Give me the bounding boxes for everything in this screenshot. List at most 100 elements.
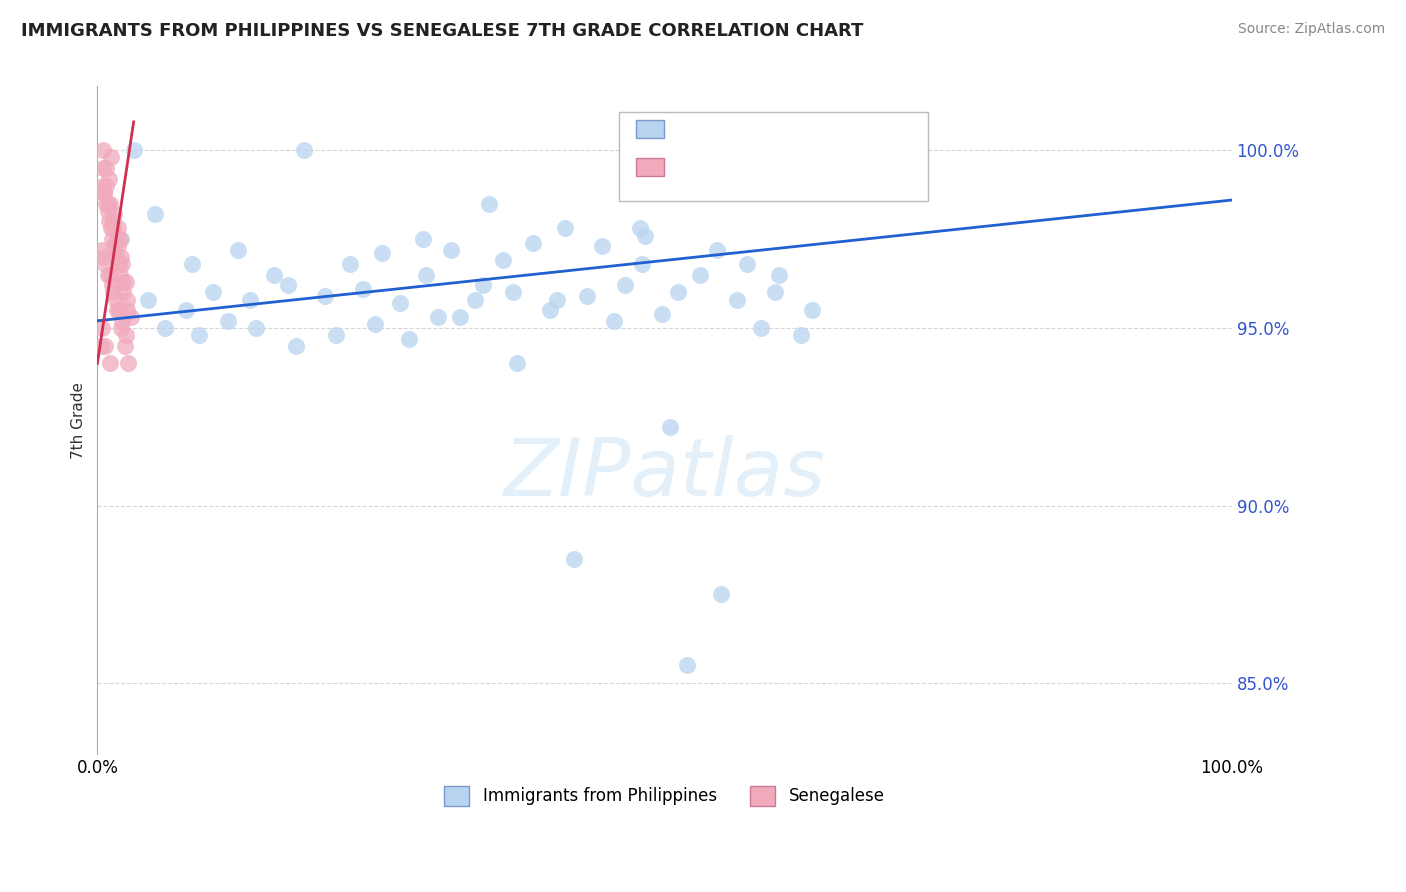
Point xyxy=(96,178,118,193)
Point xyxy=(107,239,129,253)
Point xyxy=(115,303,138,318)
Point xyxy=(111,314,134,328)
Point xyxy=(103,207,125,221)
Point xyxy=(97,203,120,218)
Point xyxy=(138,293,160,307)
Point xyxy=(103,285,125,300)
Point xyxy=(93,250,115,264)
Point xyxy=(97,196,120,211)
Point xyxy=(502,285,524,300)
Point xyxy=(725,293,748,307)
Point xyxy=(202,285,225,300)
Point xyxy=(277,278,299,293)
Point xyxy=(666,285,689,300)
Point xyxy=(602,314,624,328)
Point xyxy=(98,268,121,282)
Point xyxy=(91,144,114,158)
Point xyxy=(180,257,202,271)
Point xyxy=(631,257,654,271)
Point xyxy=(105,232,128,246)
Point xyxy=(659,420,682,434)
Point xyxy=(114,275,136,289)
Point xyxy=(103,239,125,253)
Point xyxy=(440,243,463,257)
Point xyxy=(478,196,501,211)
Point xyxy=(522,235,544,250)
Point xyxy=(284,339,307,353)
Point xyxy=(339,257,361,271)
Point xyxy=(90,321,112,335)
Point xyxy=(108,257,131,271)
Point xyxy=(314,289,336,303)
Point xyxy=(100,150,122,164)
Point xyxy=(506,356,529,370)
Point xyxy=(749,321,772,335)
Point xyxy=(112,285,135,300)
Point xyxy=(143,207,166,221)
Point xyxy=(389,296,412,310)
Point xyxy=(352,282,374,296)
Point xyxy=(120,310,142,325)
Point xyxy=(651,307,673,321)
Point xyxy=(94,257,117,271)
Point xyxy=(546,293,568,307)
Point xyxy=(114,339,136,353)
Point xyxy=(96,161,118,175)
Point xyxy=(364,318,387,332)
Point xyxy=(737,257,759,271)
Point xyxy=(105,303,128,318)
Legend: Immigrants from Philippines, Senegalese: Immigrants from Philippines, Senegalese xyxy=(437,779,891,813)
Text: Source: ZipAtlas.com: Source: ZipAtlas.com xyxy=(1237,22,1385,37)
Point xyxy=(110,250,132,264)
Point xyxy=(117,356,139,370)
Point xyxy=(98,196,121,211)
Point xyxy=(292,144,315,158)
Point xyxy=(111,257,134,271)
Point xyxy=(217,314,239,328)
Point xyxy=(325,328,347,343)
Point xyxy=(103,214,125,228)
Point xyxy=(398,332,420,346)
Point xyxy=(426,310,449,325)
Text: R =  0.218   N = 63: R = 0.218 N = 63 xyxy=(675,129,866,147)
Point xyxy=(613,278,636,293)
Point xyxy=(90,243,112,257)
Point xyxy=(538,303,561,318)
Point xyxy=(110,321,132,335)
Point xyxy=(94,339,117,353)
Point xyxy=(114,328,136,343)
Point xyxy=(188,328,211,343)
Point xyxy=(110,232,132,246)
Point xyxy=(371,246,394,260)
Point xyxy=(101,232,124,246)
Text: ZIPatlas: ZIPatlas xyxy=(503,434,825,513)
Point xyxy=(710,587,733,601)
Point xyxy=(91,161,114,175)
Point xyxy=(104,250,127,264)
Point xyxy=(239,293,262,307)
Point xyxy=(108,232,131,246)
Text: R =  0.523   N = 54: R = 0.523 N = 54 xyxy=(675,167,866,185)
Point xyxy=(492,253,515,268)
Point xyxy=(101,278,124,293)
Point xyxy=(155,321,177,335)
Point xyxy=(97,214,120,228)
Point xyxy=(576,289,599,303)
Point xyxy=(96,196,118,211)
Text: IMMIGRANTS FROM PHILIPPINES VS SENEGALESE 7TH GRADE CORRELATION CHART: IMMIGRANTS FROM PHILIPPINES VS SENEGALES… xyxy=(21,22,863,40)
Point xyxy=(97,171,120,186)
Point xyxy=(104,293,127,307)
Point xyxy=(174,303,197,318)
Point xyxy=(108,268,131,282)
Point xyxy=(91,178,114,193)
Point xyxy=(415,268,437,282)
Point xyxy=(634,228,657,243)
Point xyxy=(789,328,811,343)
Point xyxy=(763,285,786,300)
Point xyxy=(100,221,122,235)
Point xyxy=(122,144,145,158)
Point xyxy=(628,221,651,235)
Point xyxy=(449,310,471,325)
Point xyxy=(689,268,711,282)
Y-axis label: 7th Grade: 7th Grade xyxy=(72,382,86,458)
